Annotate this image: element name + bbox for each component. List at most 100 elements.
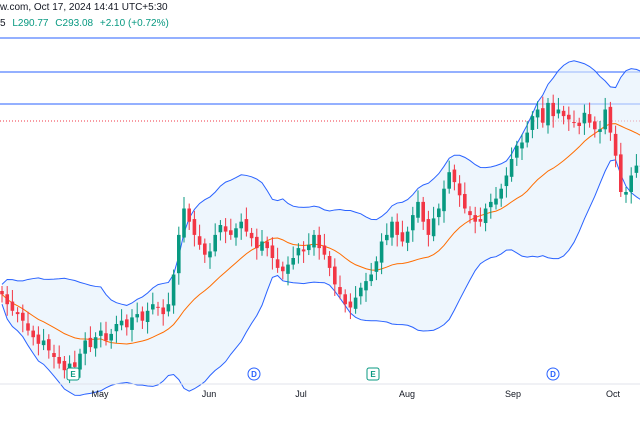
candle[interactable] [619,142,623,197]
candle[interactable] [99,322,103,348]
candle[interactable] [31,325,35,346]
candle[interactable] [281,261,285,280]
candle[interactable] [593,116,597,138]
candle[interactable] [151,292,155,315]
candle[interactable] [161,299,165,326]
candle[interactable] [551,94,555,128]
candle[interactable] [78,348,82,378]
candle[interactable] [114,315,119,343]
candle[interactable] [421,196,425,230]
candle[interactable] [608,101,613,141]
candle[interactable] [223,218,228,244]
earnings-event-icon[interactable]: E [66,367,80,381]
candle[interactable] [468,206,472,224]
candle[interactable] [239,213,243,240]
candle[interactable] [452,164,457,191]
candle[interactable] [561,105,566,125]
candle[interactable] [177,226,181,285]
candle[interactable] [140,306,145,329]
candle[interactable] [629,167,633,204]
candle[interactable] [5,286,9,316]
candle[interactable] [10,290,15,316]
candle[interactable] [587,102,592,128]
candle[interactable] [41,328,46,351]
candle[interactable] [57,345,61,369]
candle[interactable] [312,229,316,256]
candle[interactable] [171,269,176,314]
candle[interactable] [130,309,134,342]
candle[interactable] [255,228,259,260]
candle[interactable] [307,233,311,256]
candle[interactable] [405,226,410,252]
candle[interactable] [343,289,347,313]
candle[interactable] [301,241,306,263]
candle[interactable] [197,224,202,250]
candle[interactable] [541,96,545,128]
candle[interactable] [244,207,249,237]
candle[interactable] [416,190,420,223]
candle[interactable] [348,293,353,320]
candle[interactable] [546,97,550,134]
candle[interactable] [385,223,389,246]
candle[interactable] [525,121,529,148]
candle[interactable] [234,223,238,246]
candle[interactable] [504,167,509,198]
candle[interactable] [47,334,51,359]
candle[interactable] [483,203,488,232]
earnings-event-icon[interactable]: E [366,367,380,381]
dividend-event-icon[interactable]: D [546,367,560,381]
candle[interactable] [296,243,301,264]
candle[interactable] [125,314,129,336]
candle[interactable] [411,206,415,242]
candle[interactable] [530,111,535,139]
candle[interactable] [353,286,358,314]
candle[interactable] [603,97,607,135]
candle[interactable] [156,301,160,316]
candle[interactable] [437,203,441,226]
candle[interactable] [431,206,436,242]
candle[interactable] [291,246,295,270]
candle[interactable] [390,216,394,246]
candle[interactable] [535,101,540,129]
candle[interactable] [52,344,56,369]
candle[interactable] [577,117,581,135]
candle[interactable] [457,175,462,207]
candle[interactable] [442,180,446,223]
candle[interactable] [572,110,576,128]
candle[interactable] [109,328,113,349]
candle[interactable] [327,251,332,277]
candle[interactable] [369,262,373,287]
candle[interactable] [499,183,503,207]
candle[interactable] [338,275,342,300]
candle[interactable] [463,182,467,214]
candle[interactable] [88,326,93,353]
candle[interactable] [265,236,269,257]
candle[interactable] [36,326,41,356]
candle[interactable] [509,147,514,182]
candle[interactable] [192,210,197,247]
candle[interactable] [83,332,87,366]
candle[interactable] [145,302,150,334]
candle[interactable] [379,233,384,275]
candle[interactable] [93,332,98,357]
candle[interactable] [104,321,108,346]
candle[interactable] [286,256,290,286]
candle[interactable] [218,220,223,241]
candle[interactable] [598,121,602,144]
upper-band-line[interactable] [1,60,640,306]
candle[interactable] [333,258,337,296]
candle[interactable] [182,196,186,243]
candle[interactable] [322,233,327,260]
candle[interactable] [229,218,233,240]
candle[interactable] [364,272,368,302]
candle[interactable] [567,106,571,131]
candle[interactable] [613,125,618,168]
candle[interactable] [249,227,254,247]
candle[interactable] [489,193,493,219]
candle[interactable] [119,309,124,331]
candle[interactable] [0,286,4,303]
basis-line[interactable] [1,123,640,345]
candle[interactable] [400,220,405,247]
candle[interactable] [62,356,67,379]
candle[interactable] [135,302,139,323]
